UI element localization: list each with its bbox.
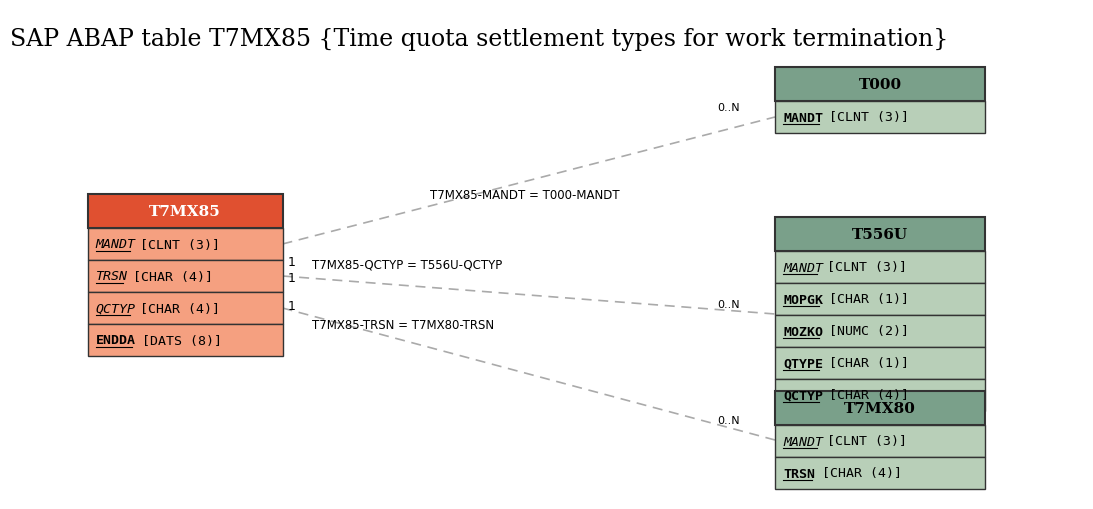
FancyBboxPatch shape — [87, 261, 282, 293]
FancyBboxPatch shape — [775, 316, 985, 347]
Text: T000: T000 — [858, 78, 902, 92]
FancyBboxPatch shape — [775, 391, 985, 425]
Text: TRSN: TRSN — [95, 270, 128, 283]
Text: [CLNT (3)]: [CLNT (3)] — [819, 261, 907, 274]
Text: 1: 1 — [287, 300, 295, 313]
Text: [CHAR (4)]: [CHAR (4)] — [125, 270, 213, 283]
Text: [CHAR (1)]: [CHAR (1)] — [821, 357, 909, 370]
FancyBboxPatch shape — [775, 425, 985, 457]
Text: [NUMC (2)]: [NUMC (2)] — [821, 325, 909, 338]
FancyBboxPatch shape — [87, 229, 282, 261]
FancyBboxPatch shape — [775, 457, 985, 489]
Text: MANDT: MANDT — [783, 111, 823, 124]
Text: MOPGK: MOPGK — [783, 293, 823, 306]
FancyBboxPatch shape — [87, 324, 282, 356]
Text: 1: 1 — [287, 256, 295, 269]
Text: T7MX80: T7MX80 — [844, 401, 916, 415]
Text: [CHAR (4)]: [CHAR (4)] — [821, 389, 909, 402]
Text: 0..N: 0..N — [717, 415, 740, 425]
Text: QCTYP: QCTYP — [95, 302, 136, 315]
FancyBboxPatch shape — [775, 347, 985, 379]
FancyBboxPatch shape — [775, 251, 985, 284]
Text: [CHAR (4)]: [CHAR (4)] — [814, 467, 902, 479]
Text: MANDT: MANDT — [783, 435, 823, 447]
Text: [CLNT (3)]: [CLNT (3)] — [131, 238, 220, 251]
Text: MANDT: MANDT — [95, 238, 136, 251]
Text: [CHAR (4)]: [CHAR (4)] — [131, 302, 220, 315]
FancyBboxPatch shape — [775, 379, 985, 411]
FancyBboxPatch shape — [87, 194, 282, 229]
Text: 0..N: 0..N — [717, 299, 740, 309]
FancyBboxPatch shape — [775, 217, 985, 251]
Text: ENDDA: ENDDA — [95, 334, 136, 347]
FancyBboxPatch shape — [775, 68, 985, 102]
Text: 1: 1 — [287, 272, 295, 285]
Text: [DATS (8)]: [DATS (8)] — [133, 334, 222, 347]
FancyBboxPatch shape — [87, 293, 282, 324]
Text: T7MX85-MANDT = T000-MANDT: T7MX85-MANDT = T000-MANDT — [431, 188, 620, 202]
Text: T7MX85-QCTYP = T556U-QCTYP: T7MX85-QCTYP = T556U-QCTYP — [313, 259, 503, 271]
Text: [CHAR (1)]: [CHAR (1)] — [821, 293, 909, 306]
Text: MOZKO: MOZKO — [783, 325, 823, 338]
Text: 0..N: 0..N — [717, 103, 740, 113]
Text: SAP ABAP table T7MX85 {Time quota settlement types for work termination}: SAP ABAP table T7MX85 {Time quota settle… — [10, 28, 949, 51]
Text: TRSN: TRSN — [783, 467, 815, 479]
Text: T7MX85-TRSN = T7MX80-TRSN: T7MX85-TRSN = T7MX80-TRSN — [313, 318, 495, 331]
Text: T556U: T556U — [851, 228, 908, 242]
Text: [CLNT (3)]: [CLNT (3)] — [821, 111, 909, 124]
Text: MANDT: MANDT — [783, 261, 823, 274]
Text: QCTYP: QCTYP — [783, 389, 823, 402]
Text: QTYPE: QTYPE — [783, 357, 823, 370]
Text: T7MX85: T7MX85 — [149, 205, 221, 218]
Text: [CLNT (3)]: [CLNT (3)] — [819, 435, 907, 447]
FancyBboxPatch shape — [775, 102, 985, 134]
FancyBboxPatch shape — [775, 284, 985, 316]
